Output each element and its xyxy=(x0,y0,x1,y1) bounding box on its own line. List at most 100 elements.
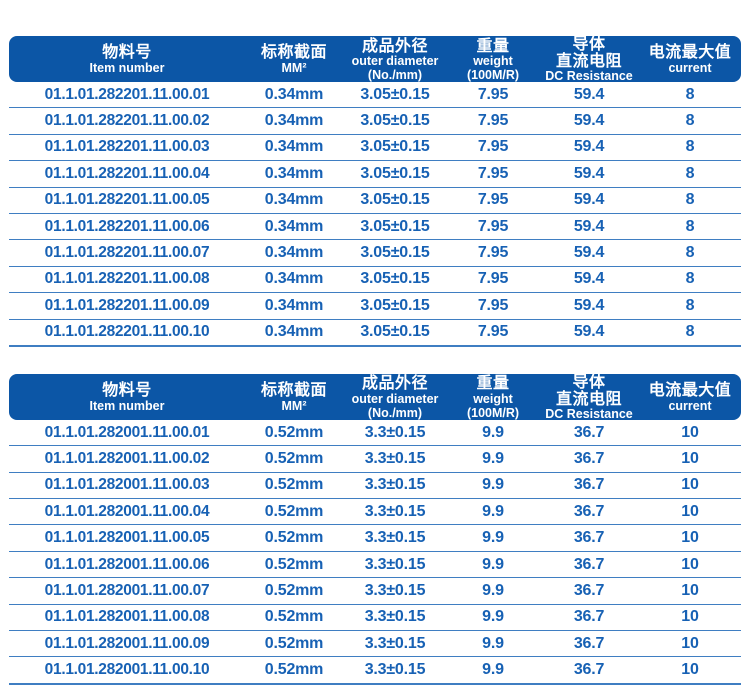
table-row: 01.1.01.282201.11.00.01 0.34mm 3.05±0.15 7.… xyxy=(9,82,741,109)
table-cell: 9.9 xyxy=(482,608,504,626)
table-row: 01.1.01.282201.11.00.09 0.34mm 3.05±0.15 7.… xyxy=(9,293,741,320)
table-cell: 3.3±0.15 xyxy=(364,502,426,520)
table-cell: 3.05±0.15 xyxy=(360,270,430,288)
table-row: 01.1.01.282201.11.00.05 0.34mm 3.05±0.15 7.… xyxy=(9,188,741,214)
table-row: 01.1.01.282001.11.00.10 0.52mm 3.3±0.15 9.9… xyxy=(9,657,741,685)
table-cell: 0.34mm xyxy=(264,85,324,103)
table-cell: 59.4 xyxy=(573,138,605,156)
table-cell: 36.7 xyxy=(573,476,605,494)
table-cell: 3.05±0.15 xyxy=(360,138,430,156)
table-cell: 01.1.01.282001.11.00.09 xyxy=(44,634,210,652)
table-cell: 3.3±0.15 xyxy=(364,581,426,599)
header-cell-5: 电流最大值 current xyxy=(639,382,741,414)
table-cell: 01.1.01.282001.11.00.01 xyxy=(44,423,210,441)
table-cell: 36.7 xyxy=(573,608,605,626)
table-row: 01.1.01.282201.11.00.03 0.34mm 3.05±0.15 7.… xyxy=(9,135,741,162)
table-row: 01.1.01.282201.11.00.08 0.34mm 3.05±0.15 7.… xyxy=(9,267,741,294)
table-cell: 36.7 xyxy=(573,634,605,652)
table-header: 物料号 Item number 标称截面 MM² 成品外径 outer diameter(… xyxy=(9,373,741,421)
header-cell-0: 物料号 Item number xyxy=(9,382,245,414)
table-cell: 36.7 xyxy=(573,423,605,441)
header-label: Item number xyxy=(89,60,165,75)
header-label: current xyxy=(668,398,712,413)
table-cell: 7.95 xyxy=(477,191,509,209)
table-cell: 10 xyxy=(681,476,699,494)
header-label: DC Resistance xyxy=(545,69,633,84)
table-cell: 3.3±0.15 xyxy=(364,476,426,494)
table-cell: 7.95 xyxy=(477,217,509,235)
table-cell: 0.52mm xyxy=(264,449,324,467)
table-cell: 3.3±0.15 xyxy=(364,634,426,652)
table-cell: 01.1.01.282201.11.00.06 xyxy=(44,217,210,235)
table-row: 01.1.01.282001.11.00.09 0.52mm 3.3±0.15 9.9… xyxy=(9,631,741,658)
header-label: (100M/R) xyxy=(466,405,520,420)
header-label: weight xyxy=(473,392,513,407)
table-cell: 7.95 xyxy=(477,164,509,182)
table-cell: 9.9 xyxy=(482,423,504,441)
table-cell: 3.05±0.15 xyxy=(360,112,430,130)
table-cell: 01.1.01.282201.11.00.07 xyxy=(44,244,210,262)
table-cell: 10 xyxy=(681,423,699,441)
table-cell: 59.4 xyxy=(573,270,605,288)
header-cell-1: 标称截面 MM² xyxy=(245,382,343,414)
table-cell: 01.1.01.282001.11.00.06 xyxy=(44,555,210,573)
table-cell: 59.4 xyxy=(573,323,605,341)
table-cell: 59.4 xyxy=(573,296,605,314)
header-label: 电流最大值 xyxy=(648,44,732,62)
header-label: outer diameter xyxy=(351,392,439,407)
spec-table-2: 物料号 Item number 标称截面 MM² 成品外径 outer diameter(… xyxy=(9,373,741,685)
table-cell: 3.3±0.15 xyxy=(364,529,426,547)
table-cell: 0.34mm xyxy=(264,191,324,209)
table-cell: 59.4 xyxy=(573,112,605,130)
table-cell: 59.4 xyxy=(573,164,605,182)
table-cell: 3.3±0.15 xyxy=(364,423,426,441)
table-cell: 01.1.01.282001.11.00.07 xyxy=(44,581,210,599)
table-cell: 3.05±0.15 xyxy=(360,217,430,235)
table-cell: 01.1.01.282001.11.00.04 xyxy=(44,502,210,520)
table-row: 01.1.01.282201.11.00.10 0.34mm 3.05±0.15 7.… xyxy=(9,320,741,347)
table-cell: 8 xyxy=(685,217,695,235)
table-cell: 7.95 xyxy=(477,85,509,103)
table-cell: 8 xyxy=(685,270,695,288)
table-cell: 9.9 xyxy=(482,449,504,467)
table-cell: 01.1.01.282201.11.00.05 xyxy=(44,191,210,209)
table-cell: 01.1.01.282001.11.00.10 xyxy=(44,661,210,679)
table-cell: 01.1.01.282001.11.00.02 xyxy=(44,449,210,467)
table-cell: 8 xyxy=(685,191,695,209)
table-cell: 01.1.01.282001.11.00.08 xyxy=(44,608,210,626)
header-label: Item number xyxy=(89,398,165,413)
table-cell: 01.1.01.282001.11.00.03 xyxy=(44,476,210,494)
table-cell: 7.95 xyxy=(477,323,509,341)
table-cell: 10 xyxy=(681,634,699,652)
spec-tables-container: 物料号 Item number 标称截面 MM² 成品外径 outer diameter(… xyxy=(9,0,741,685)
header-label: 直流电阻 xyxy=(555,390,622,408)
table-cell: 0.52mm xyxy=(264,661,324,679)
table-cell: 8 xyxy=(685,138,695,156)
table-cell: 3.05±0.15 xyxy=(360,323,430,341)
table-cell: 59.4 xyxy=(573,85,605,103)
table-cell: 3.3±0.15 xyxy=(364,555,426,573)
table-cell: 0.52mm xyxy=(264,476,324,494)
table-cell: 0.34mm xyxy=(264,296,324,314)
table-cell: 3.05±0.15 xyxy=(360,85,430,103)
header-cell-1: 标称截面 MM² xyxy=(245,44,343,76)
table-cell: 7.95 xyxy=(477,112,509,130)
table-cell: 3.05±0.15 xyxy=(360,164,430,182)
table-cell: 01.1.01.282201.11.00.09 xyxy=(44,296,210,314)
header-label: current xyxy=(668,60,712,75)
table-row: 01.1.01.282001.11.00.04 0.52mm 3.3±0.15 9.9… xyxy=(9,499,741,526)
table-cell: 0.34mm xyxy=(264,244,324,262)
table-row: 01.1.01.282001.11.00.02 0.52mm 3.3±0.15 9.9… xyxy=(9,446,741,473)
header-label: 直流电阻 xyxy=(555,52,622,70)
table-cell: 9.9 xyxy=(482,555,504,573)
table-body: 01.1.01.282001.11.00.01 0.52mm 3.3±0.15 9.9… xyxy=(9,420,741,685)
table-cell: 10 xyxy=(681,608,699,626)
header-label: 导体 xyxy=(572,373,606,391)
table-cell: 9.9 xyxy=(482,581,504,599)
table-cell: 10 xyxy=(681,502,699,520)
header-label: 成品外径 xyxy=(361,375,428,393)
table-cell: 01.1.01.282201.11.00.04 xyxy=(44,164,210,182)
header-label: (No./mm) xyxy=(367,405,423,420)
header-label: MM² xyxy=(281,60,307,75)
table-row: 01.1.01.282001.11.00.01 0.52mm 3.3±0.15 9.9… xyxy=(9,420,741,447)
